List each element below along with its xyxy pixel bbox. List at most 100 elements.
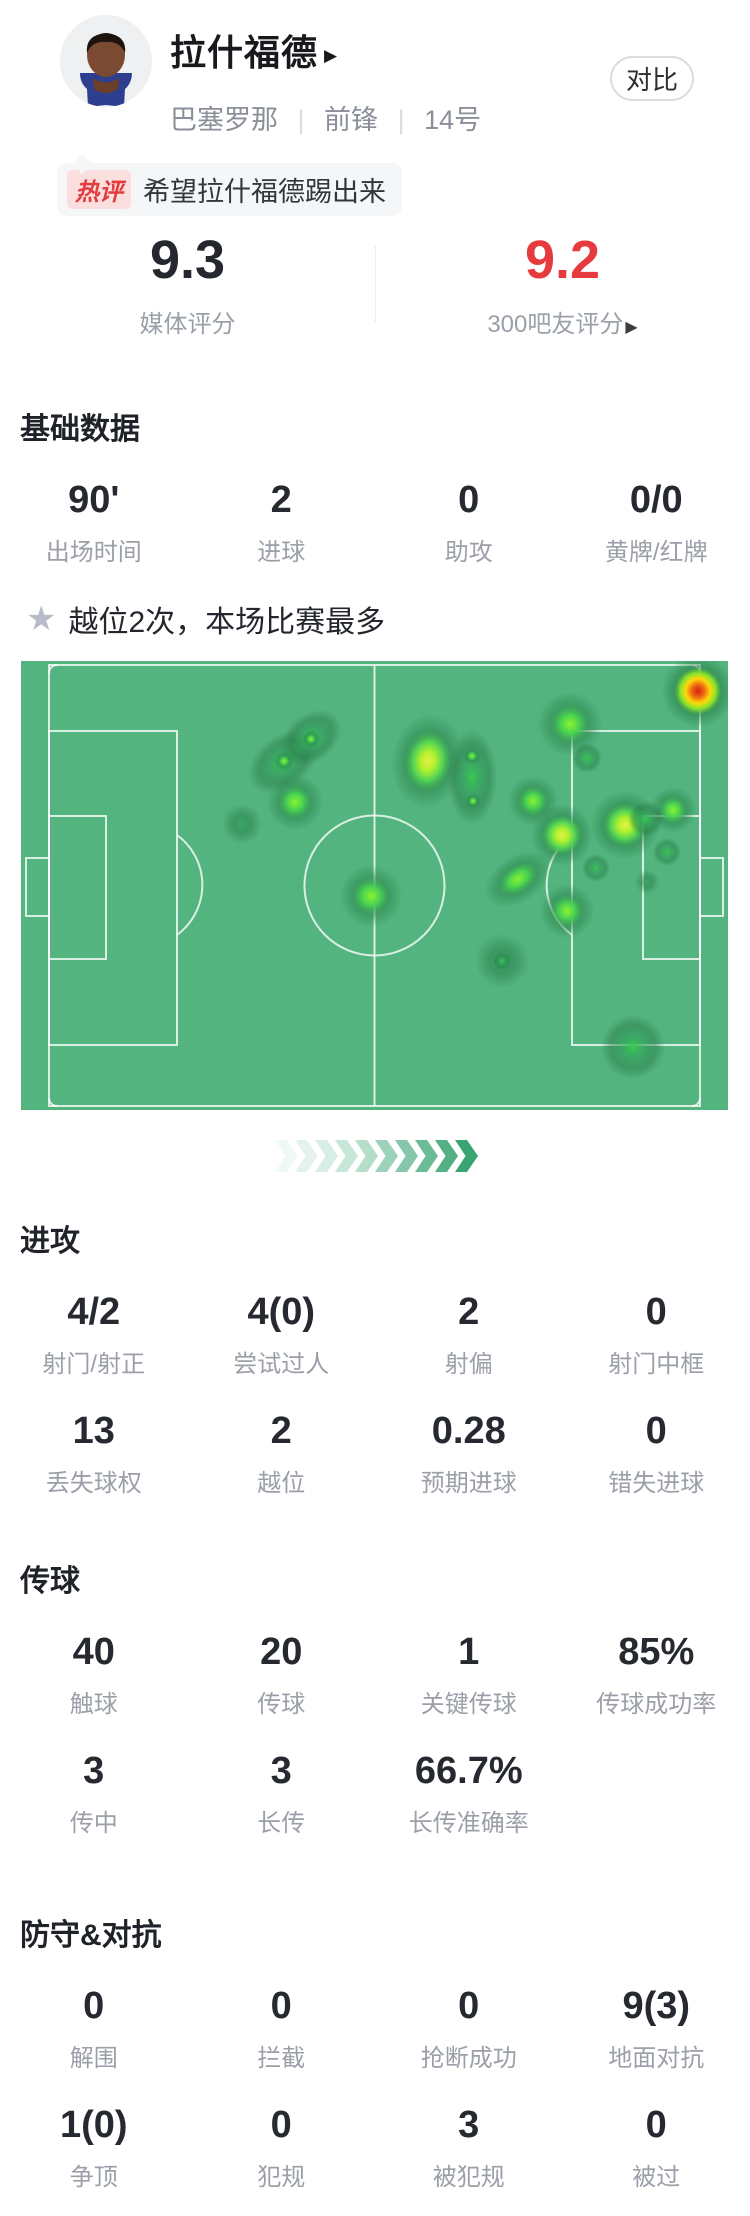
separator: | xyxy=(297,105,305,135)
player-subline: 巴塞罗那 | 前锋 | 14号 xyxy=(170,98,481,137)
section-title-attack: 进攻 xyxy=(20,1225,80,1258)
hot-comment-badge: 热评 xyxy=(67,170,131,209)
stat-value: 2 xyxy=(270,479,292,521)
stat-cell: 3 长传 xyxy=(188,1751,376,1838)
player-identity: 拉什福德 ▶ 巴塞罗那 | 前锋 | 14号 xyxy=(170,24,481,137)
stat-label: 被过 xyxy=(632,2164,681,2191)
highlight-text: 越位2次，本场比赛最多 xyxy=(68,606,386,639)
stat-label: 传中 xyxy=(69,1810,118,1837)
team-name: 巴塞罗那 xyxy=(170,105,278,135)
compare-button[interactable]: 对比 xyxy=(610,56,694,101)
chevron-icon xyxy=(415,1140,438,1172)
stat-cell: 9(3) 地面对抗 xyxy=(563,1986,750,2073)
stat-cell: 66.7% 长传准确率 xyxy=(375,1751,563,1838)
chevron-icon xyxy=(315,1140,338,1172)
stat-value: 0 xyxy=(645,1291,667,1333)
stat-cell: 40 触球 xyxy=(0,1632,188,1719)
header: 拉什福德 ▶ 巴塞罗那 | 前锋 | 14号 对比 xyxy=(0,0,750,138)
stat-value: 0 xyxy=(645,1410,667,1452)
stat-label: 触球 xyxy=(69,1691,118,1718)
star-icon: ★ xyxy=(26,600,57,638)
chevron-icon xyxy=(455,1140,478,1172)
fan-rating-score: 9.2 xyxy=(524,230,601,290)
stat-value: 3 xyxy=(270,1750,292,1792)
player-avatar[interactable] xyxy=(60,15,152,107)
stat-value: 0 xyxy=(270,2104,292,2146)
fan-rating[interactable]: 9.2 300吧友评分 ▶ xyxy=(375,232,750,344)
stat-value: 4(0) xyxy=(247,1291,316,1333)
stat-cell: 0/0 黄牌/红牌 xyxy=(563,480,750,567)
stat-label: 丢失球权 xyxy=(45,1470,142,1497)
stat-value: 0 xyxy=(458,479,480,521)
stat-cell: 3 被犯规 xyxy=(375,2105,563,2192)
stat-label: 解围 xyxy=(69,2045,118,2072)
stat-cell: 3 传中 xyxy=(0,1751,188,1838)
stat-cell: 0 犯规 xyxy=(188,2105,376,2192)
stat-label: 射门中框 xyxy=(608,1351,705,1378)
highlight-note: ★ 越位2次，本场比赛最多 xyxy=(26,597,750,641)
stat-value: 0 xyxy=(645,2104,667,2146)
stat-value: 9(3) xyxy=(622,1985,691,2027)
chevron-icon xyxy=(355,1140,378,1172)
chevron-icon xyxy=(335,1140,358,1172)
stat-value: 0.28 xyxy=(431,1410,506,1452)
stat-cell: 0 助攻 xyxy=(375,480,563,567)
stat-cell: 13 丢失球权 xyxy=(0,1411,188,1498)
stat-cell: 4(0) 尝试过人 xyxy=(188,1292,376,1379)
pass-stats-grid: 40 触球 20 传球 1 关键传球 85% 传球成功率 3 传中 3 长传 66.7% 长传准确率 xyxy=(0,1632,750,1838)
stat-label: 长传 xyxy=(257,1810,306,1837)
stat-cell: 1 关键传球 xyxy=(375,1632,563,1719)
stat-value: 0 xyxy=(83,1985,105,2027)
stat-cell: 2 射偏 xyxy=(375,1292,563,1379)
stat-label: 尝试过人 xyxy=(233,1351,330,1378)
stat-cell: 20 传球 xyxy=(188,1632,376,1719)
ratings-divider xyxy=(375,246,376,322)
player-photo xyxy=(60,15,152,107)
stat-row: 40 触球 20 传球 1 关键传球 85% 传球成功率 xyxy=(0,1632,750,1719)
chevron-icon xyxy=(295,1140,318,1172)
stat-cell: 2 进球 xyxy=(188,480,376,567)
stat-label: 助攻 xyxy=(444,539,493,566)
chevron-icon xyxy=(375,1140,398,1172)
stat-row: 1(0) 争顶 0 犯规 3 被犯规 0 被过 xyxy=(0,2105,750,2192)
stat-value: 13 xyxy=(72,1410,115,1452)
chevron-icon xyxy=(395,1140,418,1172)
section-title-defense: 防守&对抗 xyxy=(20,1919,162,1952)
stat-label: 越位 xyxy=(257,1470,306,1497)
stat-cell: 0 被过 xyxy=(563,2105,750,2192)
stat-label: 关键传球 xyxy=(420,1691,517,1718)
stat-row: 3 传中 3 长传 66.7% 长传准确率 xyxy=(0,1751,750,1838)
stat-label: 传球 xyxy=(257,1691,306,1718)
stat-label: 射偏 xyxy=(444,1351,493,1378)
stat-cell: 0 错失进球 xyxy=(563,1411,750,1498)
stat-label: 射门/射正 xyxy=(42,1351,146,1378)
separator: | xyxy=(397,105,405,135)
media-rating: 9.3 媒体评分 xyxy=(0,232,375,344)
stat-value: 90' xyxy=(68,479,120,521)
fan-rating-label[interactable]: 300吧友评分 ▶ xyxy=(487,311,638,338)
basic-stats-grid: 90' 出场时间 2 进球 0 助攻 0/0 黄牌/红牌 xyxy=(0,480,750,567)
stat-value: 3 xyxy=(83,1750,105,1792)
stat-value: 2 xyxy=(458,1291,480,1333)
stat-row: 0 解围 0 拦截 0 抢断成功 9(3) 地面对抗 xyxy=(0,1986,750,2073)
ratings-row: 9.3 媒体评分 9.2 300吧友评分 ▶ xyxy=(0,232,750,344)
stat-cell: 0.28 预期进球 xyxy=(375,1411,563,1498)
player-name[interactable]: 拉什福德 xyxy=(170,32,319,73)
stat-value: 85% xyxy=(618,1631,695,1673)
stat-row: 4/2 射门/射正 4(0) 尝试过人 2 射偏 0 射门中框 xyxy=(0,1292,750,1379)
stat-cell: 4/2 射门/射正 xyxy=(0,1292,188,1379)
stat-cell: 0 拦截 xyxy=(188,1986,376,2073)
stat-label: 抢断成功 xyxy=(420,2045,517,2072)
stat-label: 错失进球 xyxy=(608,1470,705,1497)
name-arrow-icon[interactable]: ▶ xyxy=(324,46,338,65)
stat-value: 0 xyxy=(270,1985,292,2027)
stat-label: 黄牌/红牌 xyxy=(604,539,708,566)
attack-stats-grid: 4/2 射门/射正 4(0) 尝试过人 2 射偏 0 射门中框 13 丢失球权 2 越位 0.28 预期进… xyxy=(0,1292,750,1498)
stat-label: 拦截 xyxy=(257,2045,306,2072)
hot-comment-bubble[interactable]: 热评 希望拉什福德踢出来 xyxy=(57,163,402,216)
stat-cell: 2 越位 xyxy=(188,1411,376,1498)
stat-row: 90' 出场时间 2 进球 0 助攻 0/0 黄牌/红牌 xyxy=(0,480,750,567)
stat-label: 出场时间 xyxy=(45,539,142,566)
shirt-number: 14号 xyxy=(424,105,482,135)
stat-cell: 0 抢断成功 xyxy=(375,1986,563,2073)
